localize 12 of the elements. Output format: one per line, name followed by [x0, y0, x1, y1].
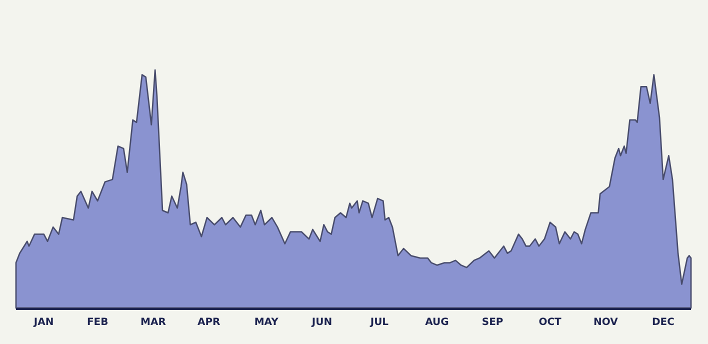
x-tick-label: JAN	[32, 317, 54, 328]
x-tick-label: DEC	[652, 317, 674, 328]
x-tick-label: NOV	[594, 317, 618, 328]
x-tick-label: MAR	[140, 317, 166, 328]
x-tick-label: AUG	[425, 317, 449, 328]
x-tick-label: JUL	[369, 317, 390, 328]
x-tick-label: MAY	[254, 317, 280, 328]
x-tick-label: APR	[197, 317, 221, 328]
x-tick-label: JUN	[310, 317, 332, 328]
x-tick-label: FEB	[86, 317, 108, 328]
x-tick-label: SEP	[482, 317, 504, 328]
x-tick-label: OCT	[538, 317, 562, 328]
